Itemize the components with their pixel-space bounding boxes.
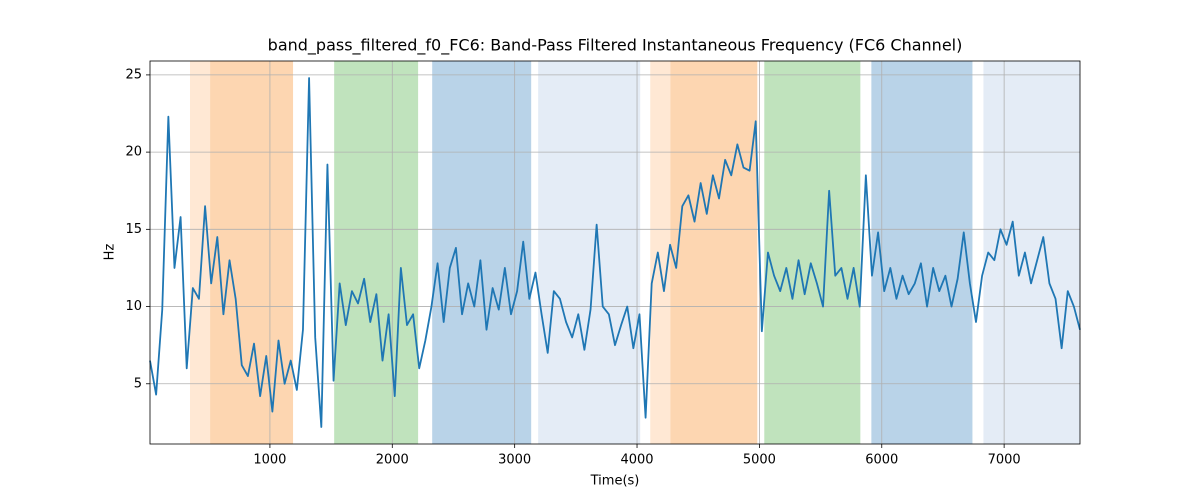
chart-title: band_pass_filtered_f0_FC6: Band-Pass Fil… <box>268 36 963 56</box>
shaded-span <box>983 61 1080 444</box>
y-tick-label: 25 <box>125 67 142 82</box>
x-tick-label: 7000 <box>988 453 1021 468</box>
shaded-span <box>334 61 419 444</box>
shaded-span <box>670 61 758 444</box>
x-tick-label: 6000 <box>865 453 898 468</box>
shaded-span <box>650 61 671 444</box>
y-axis-label: Hz <box>103 244 118 261</box>
x-tick-label: 2000 <box>376 453 409 468</box>
y-tick-label: 15 <box>125 222 142 237</box>
y-tick-label: 10 <box>125 299 142 314</box>
data-line <box>149 77 1081 428</box>
plot-frame <box>149 60 1081 445</box>
x-tick-label: 1000 <box>253 453 286 468</box>
shaded-span <box>764 61 861 444</box>
y-tick-label: 20 <box>125 145 142 160</box>
x-axis-label: Time(s) <box>590 474 640 489</box>
shaded-span <box>210 61 294 444</box>
x-tick-label: 4000 <box>620 453 653 468</box>
x-tick-label: 5000 <box>743 453 776 468</box>
x-tick-label: 3000 <box>498 453 531 468</box>
shaded-span <box>432 61 532 444</box>
shaded-span <box>538 61 641 444</box>
shaded-span <box>871 61 973 444</box>
y-tick-label: 5 <box>134 376 142 391</box>
shaded-span <box>190 61 211 444</box>
